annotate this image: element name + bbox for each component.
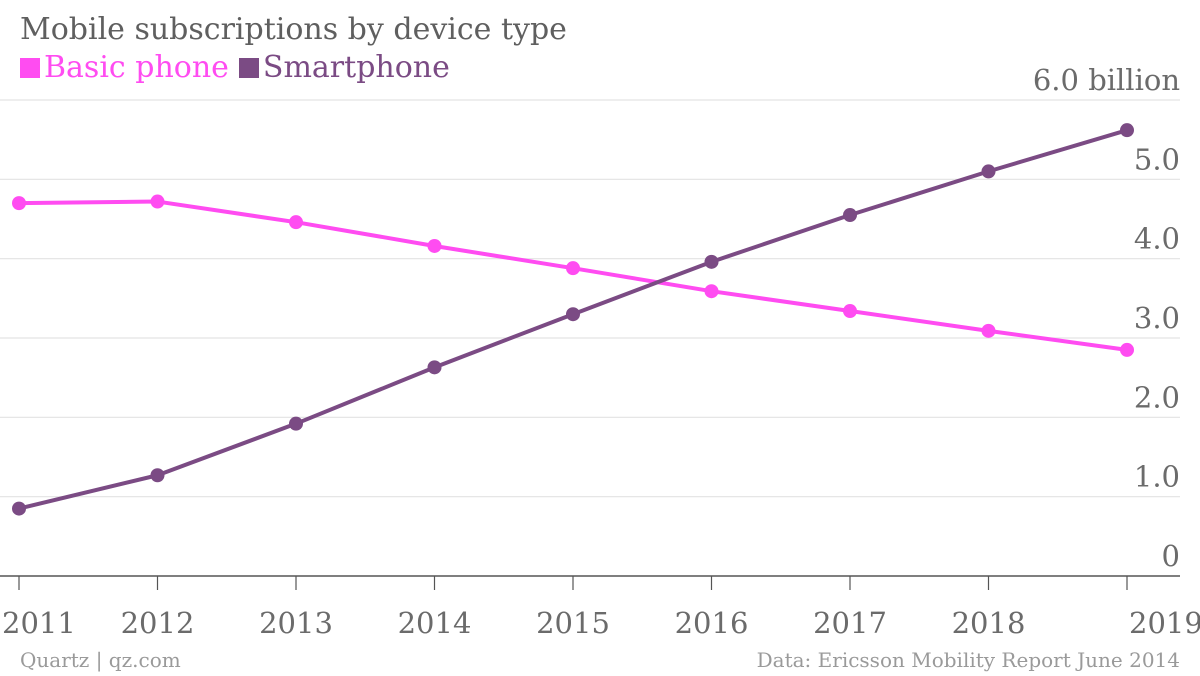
legend-swatch-smartphone xyxy=(238,57,259,78)
y-tick-label: 6.0 billion xyxy=(1033,63,1180,97)
chart-title: Mobile subscriptions by device type xyxy=(20,12,567,47)
legend-item-basic-phone: Basic phone xyxy=(20,50,229,85)
x-tick-label: 2017 xyxy=(813,606,887,640)
data-point-smartphone xyxy=(566,307,580,322)
y-tick-label: 0 xyxy=(1162,539,1180,573)
data-point-basic-phone xyxy=(704,284,719,299)
legend-swatch-basic-phone xyxy=(20,57,40,78)
data-point-smartphone xyxy=(981,164,996,179)
y-tick-label: 2.0 xyxy=(1134,380,1180,414)
x-tick-label: 2013 xyxy=(259,606,333,640)
data-point-basic-phone xyxy=(981,323,996,338)
data-point-smartphone xyxy=(1120,123,1134,138)
data-point-basic-phone xyxy=(843,304,857,319)
data-point-smartphone xyxy=(704,254,719,269)
data-point-smartphone xyxy=(289,416,303,431)
legend-label-basic-phone: Basic phone xyxy=(44,50,229,85)
data-point-smartphone xyxy=(150,468,165,483)
x-tick-label: 2016 xyxy=(675,606,749,640)
y-tick-label: 1.0 xyxy=(1134,460,1180,494)
y-tick-label: 5.0 xyxy=(1134,142,1180,176)
data-point-basic-phone xyxy=(427,238,442,253)
data-point-basic-phone xyxy=(1120,342,1134,357)
data-point-basic-phone xyxy=(150,194,165,209)
x-tick-label: 2018 xyxy=(952,606,1026,640)
source-credit: Quartz | qz.com xyxy=(20,648,181,672)
y-tick-label: 3.0 xyxy=(1134,301,1180,335)
x-tick-label: 2019 xyxy=(1129,606,1200,640)
series-line-basic-phone xyxy=(17,199,1129,352)
data-point-basic-phone xyxy=(12,196,26,211)
data-point-smartphone xyxy=(12,501,26,516)
x-tick-label: 2011 xyxy=(2,606,76,640)
data-point-smartphone xyxy=(843,208,857,223)
data-point-basic-phone xyxy=(289,215,303,230)
legend: Basic phone Smartphone xyxy=(20,50,460,85)
data-source: Data: Ericsson Mobility Report June 2014 xyxy=(756,648,1180,672)
x-tick-label: 2015 xyxy=(536,606,610,640)
legend-label-smartphone: Smartphone xyxy=(262,50,450,85)
y-tick-label: 4.0 xyxy=(1134,222,1180,256)
x-tick-label: 2012 xyxy=(121,606,195,640)
data-point-basic-phone xyxy=(566,261,580,276)
data-point-smartphone xyxy=(427,360,442,375)
legend-item-smartphone: Smartphone xyxy=(238,50,450,85)
x-tick-label: 2014 xyxy=(398,606,472,640)
